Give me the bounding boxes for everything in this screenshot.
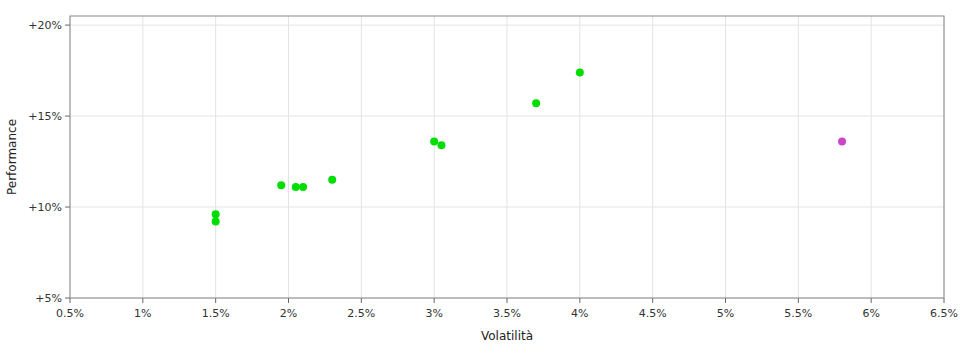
y-tick: [65, 298, 70, 299]
x-grid-line: [798, 16, 799, 298]
x-tick: [579, 298, 580, 303]
y-axis-label: Performance: [5, 119, 19, 195]
x-tick-label: 3.5%: [493, 307, 521, 320]
x-tick-label: 4%: [571, 307, 588, 320]
scatter-point: [299, 183, 307, 191]
series: [212, 68, 584, 225]
y-tick: [65, 116, 70, 117]
x-tick-label: 6.5%: [930, 307, 958, 320]
x-tick-label: 2%: [280, 307, 297, 320]
chart: 0.5% 1% 1.5% 2% 2.5% 3% 3.5% 4% 4.5% 5% 5.5% 6% 6.5%…: [0, 0, 966, 350]
y-tick-label: +10%: [28, 201, 62, 214]
scatter-point: [532, 99, 540, 107]
scatter-point: [212, 210, 220, 218]
x-tick-label: 1.5%: [202, 307, 230, 320]
x-tick-label: 1%: [134, 307, 151, 320]
scatter-point: [292, 183, 300, 191]
x-tick: [507, 298, 508, 303]
x-tick: [142, 298, 143, 303]
x-tick: [434, 298, 435, 303]
y-tick: [65, 25, 70, 26]
x-grid-line: [725, 16, 726, 298]
x-grid-line: [142, 16, 143, 298]
scatter-point: [838, 138, 846, 146]
grid: [70, 16, 944, 298]
x-axis-label: Volatilità: [481, 329, 533, 343]
x-tick-label: 4.5%: [639, 307, 667, 320]
x-tick: [288, 298, 289, 303]
x-tick: [725, 298, 726, 303]
x-grid-line: [434, 16, 435, 298]
y-grid-line: [70, 25, 944, 26]
x-grid-line: [507, 16, 508, 298]
y-tick-label: +15%: [28, 110, 62, 123]
x-grid-line: [579, 16, 580, 298]
y-tick: [65, 207, 70, 208]
x-tick: [871, 298, 872, 303]
x-tick-label: 2.5%: [347, 307, 375, 320]
series: [838, 138, 846, 146]
x-tick: [215, 298, 216, 303]
x-grid-line: [215, 16, 216, 298]
y-grid-line: [70, 207, 944, 208]
scatter-point: [277, 181, 285, 189]
y-grid-line: [70, 116, 944, 117]
x-tick-label: 5.5%: [784, 307, 812, 320]
x-tick: [944, 298, 945, 303]
x-tick-label: 5%: [717, 307, 734, 320]
y-tick-label: +20%: [28, 19, 62, 32]
scatter-point: [212, 218, 220, 226]
marks: [212, 68, 846, 225]
x-tick: [361, 298, 362, 303]
scatter-point: [328, 176, 336, 184]
plot-area: [70, 16, 944, 298]
y-tick-label: +5%: [35, 292, 62, 305]
x-tick: [70, 298, 71, 303]
x-grid-line: [652, 16, 653, 298]
x-tick: [652, 298, 653, 303]
axes: 0.5% 1% 1.5% 2% 2.5% 3% 3.5% 4% 4.5% 5% 5.5% 6% 6.5%…: [28, 16, 958, 320]
scatter-point: [430, 138, 438, 146]
x-tick-label: 6%: [862, 307, 879, 320]
x-tick-label: 0.5%: [56, 307, 84, 320]
scatter-point: [576, 68, 584, 76]
x-tick: [798, 298, 799, 303]
x-grid-line: [871, 16, 872, 298]
plot-frame: [70, 16, 944, 298]
x-tick-label: 3%: [425, 307, 442, 320]
x-grid-line: [361, 16, 362, 298]
x-grid-line: [288, 16, 289, 298]
scatter-point: [437, 141, 445, 149]
